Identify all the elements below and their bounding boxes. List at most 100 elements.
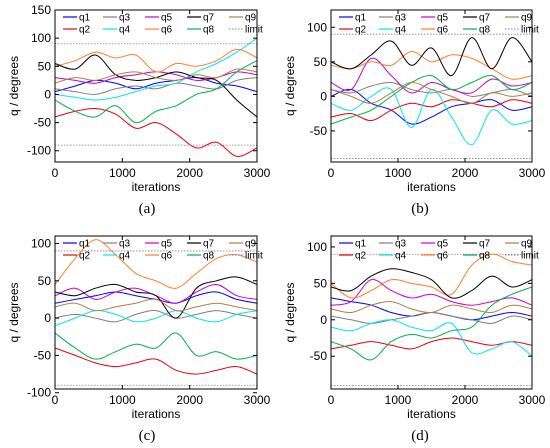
x-tick-label: 0 [52, 393, 59, 407]
x-tick-label: 2000 [452, 166, 479, 180]
chart-panel-4: 0 1000 2000 3000 -50 0 50 100 iterations q / degr… [283, 235, 546, 444]
y-tick-label: 100 [307, 20, 327, 34]
series-group [331, 37, 532, 146]
y-tick-label: 50 [314, 276, 328, 290]
y-tick-label: 50 [314, 55, 328, 69]
x-tick-label: 3000 [244, 166, 271, 180]
plot-frame [330, 9, 533, 163]
series-line-q5 [331, 57, 532, 94]
legend-label-q6: q6 [437, 25, 449, 36]
series-line-q8 [331, 74, 532, 125]
legend-label-q6: q6 [161, 25, 173, 36]
legend-label-limit: limit [245, 25, 263, 36]
y-tick-label: 0 [320, 89, 327, 103]
legend-label-q4: q4 [395, 251, 407, 262]
legend-label-q3: q3 [119, 13, 131, 24]
y-axis-label: q / degrees [7, 282, 21, 342]
legend-label-q1: q1 [355, 13, 367, 24]
x-tick-label: 2000 [176, 393, 203, 407]
y-tick-label: -50 [310, 124, 328, 138]
series-line-q1 [331, 88, 532, 125]
x-tick-label: 1000 [109, 393, 136, 407]
x-tick-label: 2000 [452, 393, 479, 407]
legend-label-q9: q9 [521, 13, 533, 24]
x-axis-label: iterations [132, 180, 181, 194]
x-tick-label: 0 [328, 166, 335, 180]
series-line-q4 [331, 319, 532, 357]
series-line-q6 [55, 48, 257, 73]
x-tick-label: 1000 [385, 393, 412, 407]
legend-label-q7: q7 [479, 239, 491, 250]
y-tick-label: -100 [27, 386, 51, 400]
y-tick-label: -50 [34, 116, 52, 130]
legend-label-q1: q1 [79, 239, 91, 250]
series-line-q4 [55, 37, 257, 101]
series-line-q6 [55, 239, 257, 289]
y-tick-label: -100 [27, 144, 51, 158]
series-line-q7 [331, 37, 532, 77]
legend-label-q6: q6 [161, 251, 173, 262]
series-line-q8 [331, 286, 532, 361]
series-line-q4 [55, 310, 257, 327]
series-line-q8 [55, 332, 257, 360]
legend-label-q3: q3 [395, 239, 407, 250]
legend-label-limit: limit [521, 251, 539, 262]
y-tick-label: 0 [44, 311, 51, 325]
legend-label-q4: q4 [395, 25, 407, 36]
legend-label-q2: q2 [355, 251, 367, 262]
series-line-q6 [331, 51, 532, 80]
x-axis-label: iterations [407, 407, 456, 421]
y-tick-label: 100 [307, 240, 327, 254]
legend-label-q9: q9 [245, 239, 257, 250]
series-line-q9 [331, 301, 532, 314]
series-line-q9 [55, 68, 257, 84]
legend-label-q3: q3 [119, 239, 131, 250]
series-line-q2 [55, 107, 257, 157]
y-tick-label: 0 [320, 313, 327, 327]
y-tick-label: 0 [44, 87, 51, 101]
series-line-q3 [331, 81, 532, 97]
x-tick-label: 0 [52, 166, 59, 180]
series-line-q2 [331, 99, 532, 122]
x-tick-label: 2000 [176, 166, 203, 180]
legend-label-q7: q7 [203, 13, 215, 24]
legend-label-q5: q5 [437, 13, 449, 24]
series-line-q2 [55, 347, 257, 375]
legend-label-q3: q3 [395, 13, 407, 24]
chart-panel-2: 0 1000 2000 3000 -50 0 50 100 iterations q / degr… [283, 9, 546, 217]
legend-label-q1: q1 [79, 13, 91, 24]
legend-label-q9: q9 [521, 239, 533, 250]
plot-frame [54, 235, 258, 390]
y-axis-label: q / degrees [7, 56, 21, 116]
series-line-q7 [55, 276, 257, 319]
y-tick-label: 50 [38, 59, 52, 73]
y-axis-label: q / degrees [283, 282, 297, 342]
panel-caption: (a) [139, 201, 156, 217]
x-tick-label: 1000 [385, 166, 412, 180]
legend-label-q7: q7 [479, 13, 491, 24]
series-line-q9 [331, 81, 532, 104]
legend-label-q1: q1 [355, 239, 367, 250]
y-tick-label: 100 [31, 236, 51, 250]
chart-panel-1: 0 1000 2000 3000 -100 -50 0 50 100 150 iterations q… [7, 3, 271, 217]
legend-label-q5: q5 [437, 239, 449, 250]
series-group [331, 253, 532, 361]
legend-label-q8: q8 [203, 251, 215, 262]
series-group [55, 239, 257, 375]
series-line-q5 [331, 279, 532, 306]
y-tick-label: 150 [31, 3, 51, 17]
y-tick-label: -50 [34, 348, 52, 362]
legend-label-limit: limit [521, 25, 539, 36]
series-line-q3 [55, 310, 257, 323]
y-tick-label: 100 [31, 31, 51, 45]
legend-label-q2: q2 [355, 25, 367, 36]
legend-label-q5: q5 [161, 13, 173, 24]
series-line-q2 [331, 337, 532, 350]
x-axis-label: iterations [407, 180, 456, 194]
series-line-q7 [331, 268, 532, 299]
x-tick-label: 3000 [519, 166, 546, 180]
